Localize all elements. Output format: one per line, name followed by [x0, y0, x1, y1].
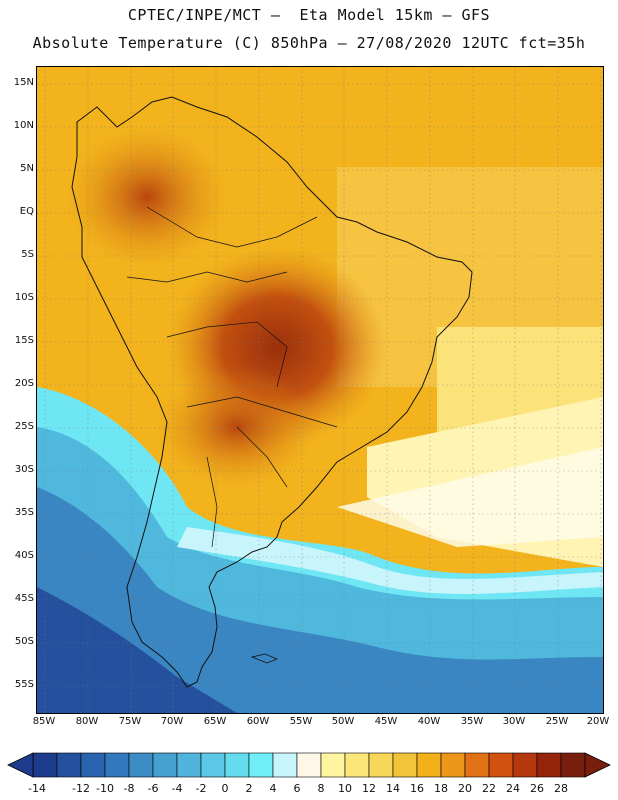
colorbar-right-arrow — [584, 752, 611, 778]
colorbar-swatch — [32, 752, 58, 778]
cold-field-darkest — [37, 587, 237, 713]
colorbar-swatch — [296, 752, 322, 778]
colorbar-swatch — [368, 752, 394, 778]
colorbar-tick-label: 26 — [530, 782, 544, 795]
lat-label: 55S — [14, 679, 34, 690]
lat-label: 5S — [21, 249, 34, 260]
border-line — [236, 426, 288, 488]
temperature-field-pale — [337, 447, 603, 547]
colorbar-tick-label: 24 — [506, 782, 520, 795]
lon-label: 35W — [460, 716, 484, 727]
colorbar-swatch — [248, 752, 274, 778]
colorbar-tick-label: 20 — [458, 782, 472, 795]
colorbar-left-arrow — [7, 752, 34, 778]
lon-label: 65W — [203, 716, 227, 727]
border-line — [166, 321, 288, 388]
lon-label: 75W — [118, 716, 142, 727]
warm-core-north — [67, 127, 227, 267]
colorbar-tick-label: -6 — [147, 782, 159, 795]
border-line — [126, 271, 288, 283]
lon-label: 70W — [160, 716, 184, 727]
colorbar-swatch — [200, 752, 226, 778]
lon-label: 80W — [75, 716, 99, 727]
title-line-2: Absolute Temperature (C) 850hPa – 27/08/… — [32, 34, 586, 52]
lon-label: 30W — [502, 716, 526, 727]
lon-label: 50W — [331, 716, 355, 727]
lat-label: 10N — [13, 120, 34, 131]
colorbar-swatch — [536, 752, 562, 778]
colorbar-tick-label: -10 — [96, 782, 114, 795]
colorbar — [7, 752, 611, 778]
south-america-coastline — [71, 96, 473, 688]
colorbar-swatch — [440, 752, 466, 778]
cold-field-deep — [37, 487, 603, 713]
colorbar-tick-label: 8 — [317, 782, 325, 795]
colorbar-tick-label: 0 — [221, 782, 229, 795]
lat-label: 35S — [14, 507, 34, 518]
lat-label: 25S — [14, 421, 34, 432]
colorbar-swatch — [512, 752, 538, 778]
border-line — [146, 206, 318, 248]
lat-label: 45S — [14, 593, 34, 604]
colorbar-swatch — [488, 752, 514, 778]
lat-label: 15S — [14, 335, 34, 346]
colorbar-swatch — [104, 752, 130, 778]
colorbar-swatch — [80, 752, 106, 778]
lat-label: 30S — [14, 464, 34, 475]
colorbar-swatch — [344, 752, 370, 778]
colorbar-swatch — [128, 752, 154, 778]
colorbar-tick-label: 2 — [245, 782, 253, 795]
colorbar-tick-label: 22 — [482, 782, 496, 795]
colorbar-swatch — [152, 752, 178, 778]
border-line — [186, 396, 338, 428]
border-line — [206, 456, 218, 548]
colorbar-tick-label: 18 — [434, 782, 448, 795]
colorbar-swatch — [224, 752, 250, 778]
colorbar-swatches — [32, 752, 586, 778]
colorbar-tick-label: 6 — [293, 782, 301, 795]
colorbar-tick-label: 28 — [554, 782, 568, 795]
map-canvas — [37, 67, 603, 713]
colorbar-swatch — [176, 752, 202, 778]
colorbar-tick-label: 16 — [410, 782, 424, 795]
colorbar-tick-label: -14 — [28, 782, 46, 795]
lat-label: 40S — [14, 550, 34, 561]
colorbar-tick-label: 14 — [386, 782, 400, 795]
lon-label: 60W — [246, 716, 270, 727]
lon-label: 55W — [289, 716, 313, 727]
colorbar-tick-label: -4 — [171, 782, 183, 795]
lon-label: 20W — [586, 716, 610, 727]
lat-label: 5N — [20, 163, 34, 174]
colorbar-swatch — [392, 752, 418, 778]
colorbar-swatch — [560, 752, 586, 778]
country-borders — [126, 206, 338, 548]
lat-label: 10S — [14, 292, 34, 303]
lon-label: 85W — [32, 716, 56, 727]
lat-label: 15N — [13, 77, 34, 88]
colorbar-swatch — [320, 752, 346, 778]
lat-label: EQ — [19, 206, 34, 217]
colorbar-tick-label: -12 — [72, 782, 90, 795]
colorbar-tick-label: 12 — [362, 782, 376, 795]
colorbar-tick-label: -8 — [123, 782, 135, 795]
lon-label: 25W — [545, 716, 569, 727]
lat-label: 50S — [14, 636, 34, 647]
lat-label: 20S — [14, 378, 34, 389]
cold-field-pale-band — [177, 527, 603, 594]
colorbar-swatch — [272, 752, 298, 778]
colorbar-tick-label: 10 — [338, 782, 352, 795]
colorbar-swatch — [416, 752, 442, 778]
lon-label: 40W — [417, 716, 441, 727]
colorbar-swatch — [56, 752, 82, 778]
colorbar-tick-label: 4 — [269, 782, 277, 795]
colorbar-swatch — [464, 752, 490, 778]
lon-label: 45W — [374, 716, 398, 727]
title-line-1: CPTEC/INPE/MCT – Eta Model 15km – GFS — [127, 6, 491, 24]
falkland-islands — [250, 653, 279, 664]
temperature-map — [36, 66, 604, 714]
colorbar-tick-label: -2 — [195, 782, 207, 795]
